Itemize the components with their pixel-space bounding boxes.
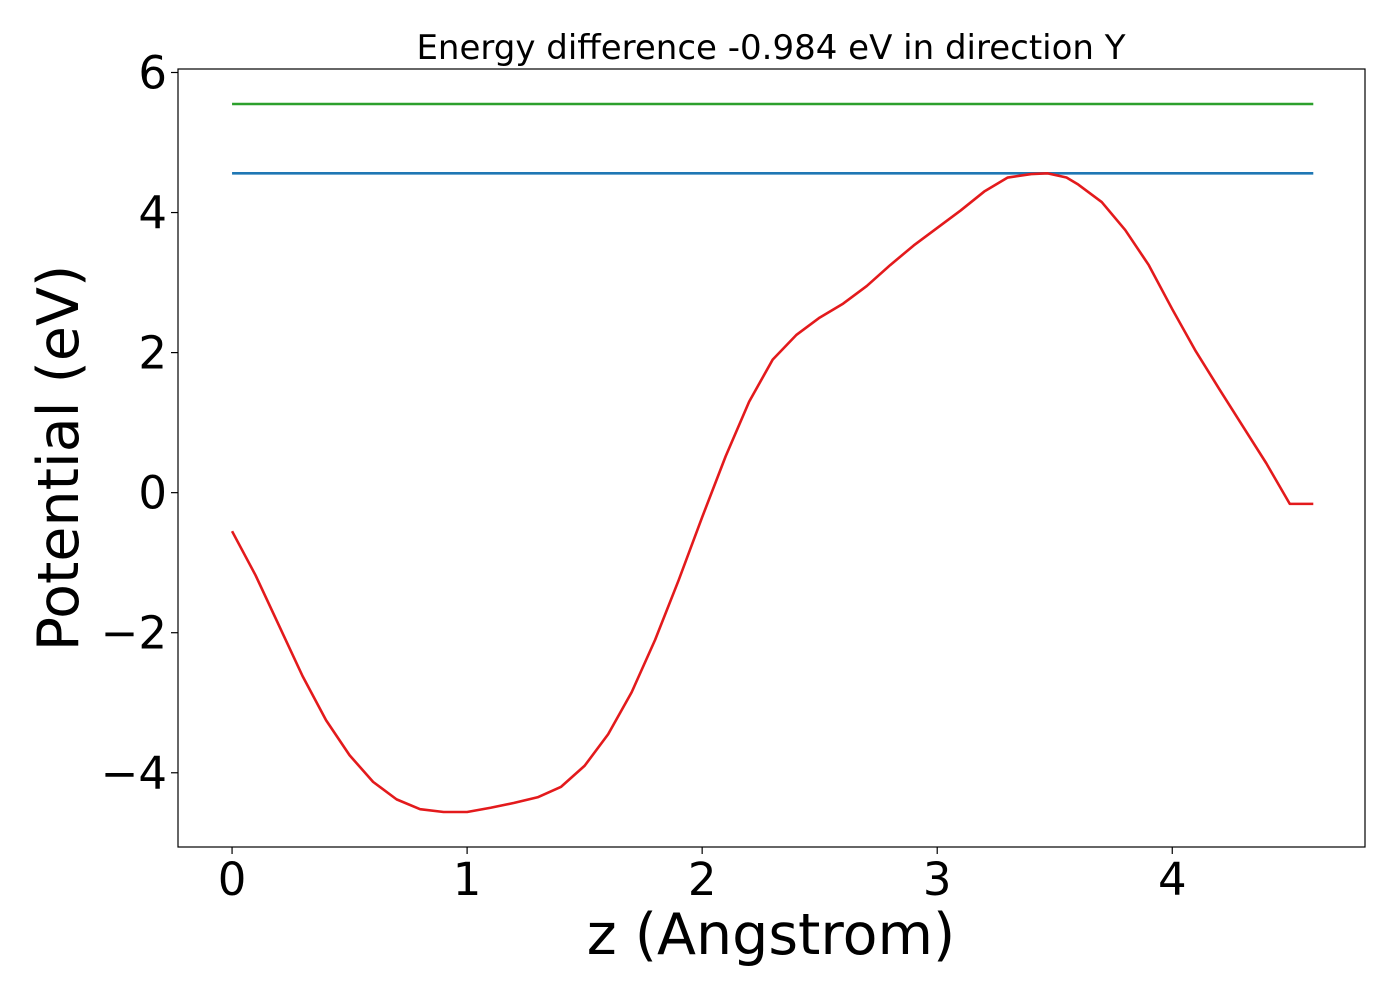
y-tick-label-0: −4 [101,747,167,800]
y-tick-label-1: −2 [101,607,167,660]
x-tick-label-4: 4 [1158,853,1187,906]
y-tick-label-4: 4 [138,187,167,240]
y-axis-ticks: −4 −2 0 2 4 6 [101,47,178,800]
x-tick-label-2: 2 [688,853,717,906]
x-axis-label: z (Angstrom) [587,902,955,968]
series-line-2 [230,172,1314,814]
plot-area: 0 1 2 3 4 −4 −2 0 2 4 6 [101,47,1366,906]
x-tick-label-0: 0 [218,853,247,906]
chart-title: Energy difference -0.984 eV in direction… [416,28,1125,68]
x-tick-label-3: 3 [923,853,952,906]
y-tick-label-3: 2 [138,327,167,380]
y-axis-label: Potential (eV) [26,265,92,651]
x-tick-label-1: 1 [453,853,482,906]
series-layer [230,102,1314,814]
y-tick-label-5: 6 [138,47,167,100]
y-tick-label-2: 0 [138,467,167,520]
x-axis-ticks: 0 1 2 3 4 [218,847,1187,906]
plot-frame [177,68,1366,848]
